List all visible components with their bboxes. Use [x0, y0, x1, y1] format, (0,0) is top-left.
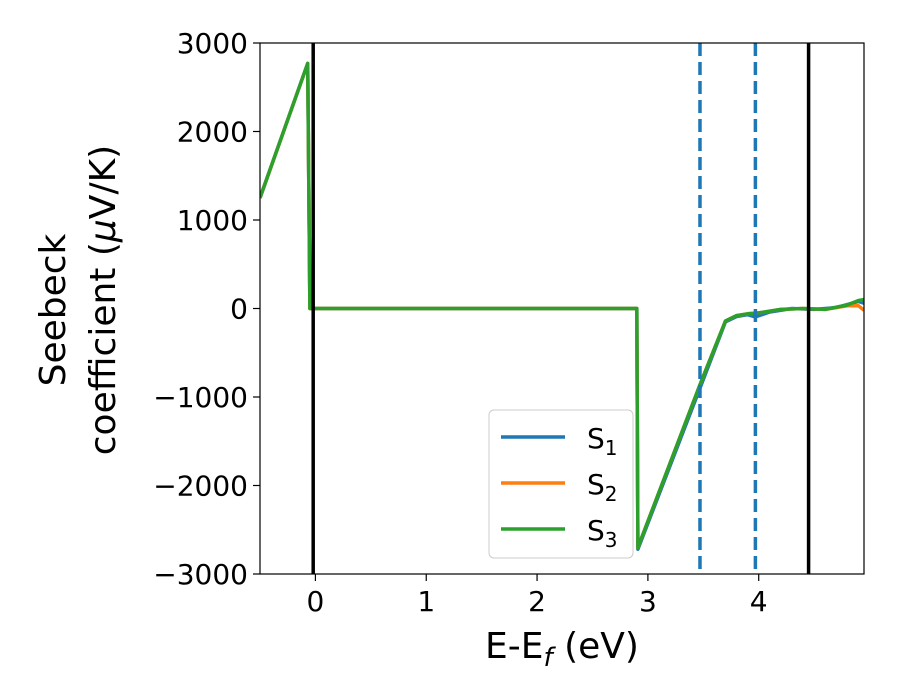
legend-label-s2: S2 — [587, 468, 618, 506]
y-tick-label: 1000 — [177, 204, 248, 237]
vlines-layer — [311, 43, 811, 574]
legend-label-s3: S3 — [587, 514, 618, 552]
y-tick-label: 0 — [230, 293, 248, 326]
x-axis-title: E-Ef (eV) — [485, 626, 639, 673]
x-tick-label: 3 — [639, 585, 657, 618]
legend-label-s1: S1 — [587, 422, 618, 460]
x-tick-label: 2 — [528, 585, 546, 618]
legend-entries: S1 S2 S3 — [501, 422, 618, 552]
x-tick-label: 0 — [306, 585, 324, 618]
y-tick-label: −2000 — [153, 470, 248, 503]
y-tick-label: 2000 — [177, 116, 248, 149]
ticks-layer: 0 1 2 3 4 3000 2000 1000 0 −1000 −2000 −3000 — [153, 27, 767, 618]
x-tick-label: 4 — [750, 585, 768, 618]
x-tick-label: 1 — [417, 585, 435, 618]
series-layer — [260, 61, 864, 551]
y-tick-label: 3000 — [177, 27, 248, 60]
y-axis-title-line1: Seebeck — [33, 233, 74, 386]
y-axis-title: Seebeck coefficient (μV/K) — [33, 145, 124, 455]
y-axis-title-line2: coefficient (μV/K) — [83, 145, 124, 455]
y-tick-label: −1000 — [153, 381, 248, 414]
legend: S1 S2 S3 — [488, 409, 634, 559]
y-tick-label: −3000 — [153, 558, 248, 591]
series-line-s3 — [260, 61, 864, 550]
plot-frame — [259, 42, 865, 575]
